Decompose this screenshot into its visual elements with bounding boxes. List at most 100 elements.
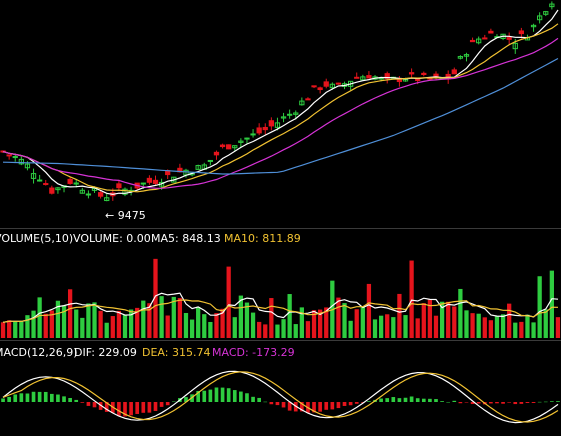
- macd-histogram-bar: [129, 402, 133, 416]
- volume-bar: [458, 288, 463, 338]
- macd-histogram-bar: [330, 402, 335, 410]
- candle-body: [232, 145, 238, 149]
- macd-histogram-bar: [342, 402, 347, 406]
- ma5-line: [2, 9, 559, 196]
- volume-bar: [293, 324, 298, 338]
- candle-body: [18, 158, 24, 165]
- macd-histogram-bar: [452, 400, 457, 402]
- volume-bar: [92, 302, 97, 338]
- volume-bar: [220, 308, 225, 338]
- macd-histogram-bar: [324, 402, 329, 410]
- volume-bar: [378, 315, 384, 338]
- macd-histogram-bar: [397, 398, 402, 402]
- volume-bar: [67, 289, 73, 338]
- volume-bar: [311, 310, 317, 338]
- ma10-line: [2, 23, 559, 193]
- macd-histogram-bar: [531, 402, 536, 403]
- volume-bar: [391, 317, 396, 338]
- volume-bar: [336, 297, 341, 338]
- volume-bar: [299, 307, 304, 338]
- volume-bar: [494, 316, 500, 338]
- volume-bar: [525, 314, 530, 338]
- macd-histogram-bar: [86, 402, 91, 406]
- volume-bar: [549, 270, 554, 338]
- volume-bar: [135, 307, 140, 338]
- candle-body: [293, 112, 299, 115]
- macd-histogram-bar: [117, 402, 121, 417]
- candle-body: [366, 75, 372, 79]
- macd-histogram-bar: [123, 402, 127, 417]
- macd-histogram-bar: [202, 390, 207, 402]
- candle-body: [238, 140, 244, 143]
- candle-body: [543, 11, 549, 15]
- candle-body: [85, 193, 92, 196]
- macd-histogram-bar: [135, 402, 140, 414]
- volume-bar: [342, 303, 347, 338]
- candle-body: [79, 189, 85, 194]
- volume-bar: [0, 322, 6, 338]
- macd-histogram-bar: [239, 391, 243, 402]
- candle-body: [335, 82, 342, 85]
- candle-body: [329, 83, 335, 89]
- volume-bar: [98, 310, 103, 338]
- macd-histogram-bar: [165, 402, 170, 406]
- volume-bar: [31, 310, 36, 338]
- volume-bar: [531, 322, 536, 338]
- volume-bar: [128, 309, 134, 338]
- candle-body: [317, 87, 323, 91]
- candle-body: [415, 78, 421, 81]
- volume-bar: [482, 317, 487, 338]
- macd-histogram-bar: [153, 402, 158, 411]
- macd-histogram-bar: [513, 402, 518, 405]
- volume-bar: [226, 266, 231, 338]
- volume-bar: [452, 306, 457, 338]
- candle-body: [451, 69, 457, 75]
- macd-histogram-bar: [367, 401, 371, 402]
- macd-histogram-bar: [312, 402, 316, 413]
- macd-histogram-bar: [440, 401, 444, 402]
- volume-bar: [189, 319, 195, 338]
- candle-body: [250, 133, 256, 136]
- macd-histogram-bar: [428, 398, 432, 402]
- macd-histogram-bar: [360, 402, 365, 403]
- macd-histogram-bar: [348, 402, 353, 406]
- macd-histogram-bar: [62, 396, 66, 402]
- macd-histogram-bar: [245, 393, 249, 402]
- macd-histogram-bar: [446, 401, 451, 403]
- volume-bar: [202, 314, 207, 338]
- volume-panel: [0, 258, 561, 338]
- candle-body: [213, 151, 220, 156]
- volume-bar: [372, 319, 378, 338]
- volume-bar: [104, 322, 109, 338]
- candle-body: [476, 38, 482, 44]
- price-panel: [0, 1, 559, 202]
- candle-body: [226, 144, 232, 150]
- volume-bar: [244, 302, 250, 338]
- volume-bar: [275, 324, 280, 338]
- macd-histogram-bar: [281, 402, 286, 408]
- macd-histogram-bar: [220, 387, 225, 402]
- macd-histogram-bar: [495, 402, 499, 404]
- volume-bar: [122, 314, 128, 338]
- candle-body: [49, 187, 55, 194]
- volume-bar: [250, 312, 256, 338]
- candle-body: [323, 81, 329, 87]
- volume-bar: [110, 316, 115, 338]
- macd-histogram-bar: [80, 402, 85, 403]
- volume-bar: [171, 296, 176, 338]
- volume-bar: [555, 317, 561, 338]
- volume-bar: [287, 294, 292, 338]
- candle-body: [299, 100, 305, 106]
- candle-body: [488, 30, 494, 34]
- macd-histogram-bar: [98, 402, 103, 410]
- volume-bar: [153, 258, 158, 338]
- candle-body: [463, 54, 470, 57]
- volume-ma10-line: [2, 299, 559, 323]
- macd-histogram-bar: [269, 402, 274, 405]
- macd-dea-line: [2, 371, 559, 423]
- macd-dif-line: [2, 370, 559, 424]
- candle-body: [12, 156, 18, 159]
- candle-body: [360, 76, 366, 81]
- macd-histogram-bar: [519, 402, 524, 404]
- macd-histogram-bar: [37, 391, 42, 402]
